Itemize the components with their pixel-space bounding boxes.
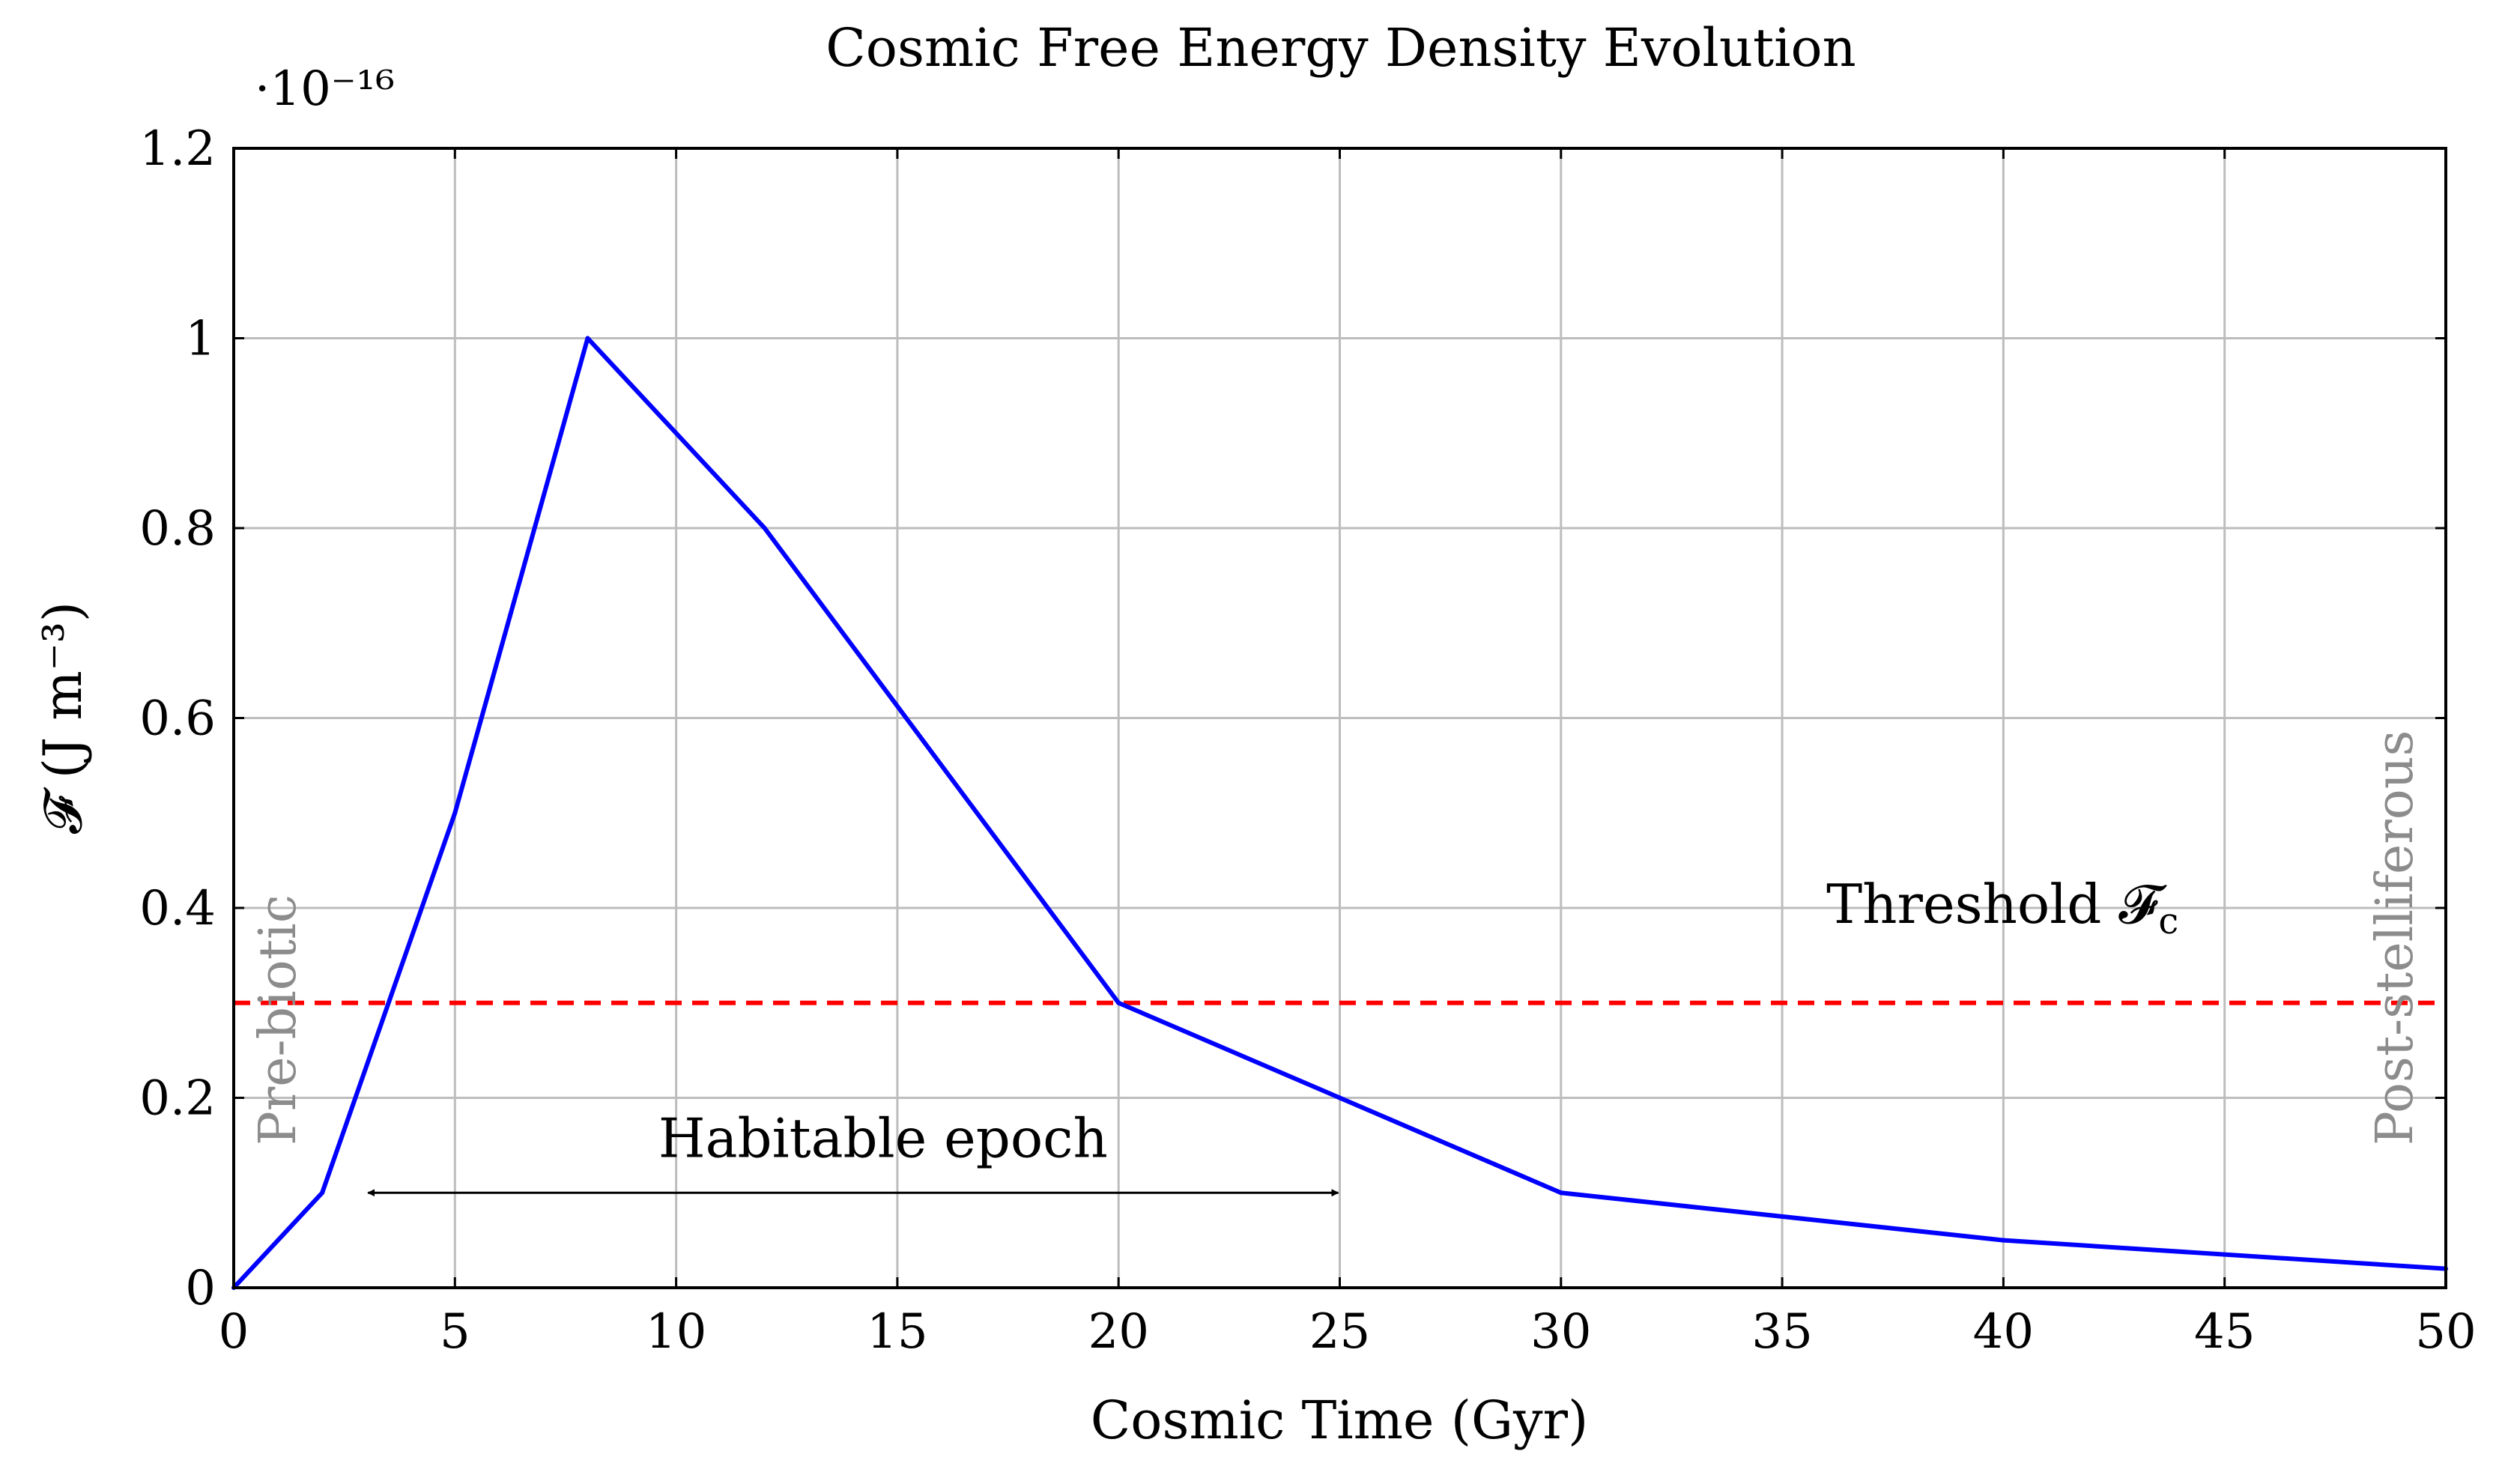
- x-tick-label: 15: [867, 1304, 927, 1360]
- data-point: [452, 811, 458, 816]
- x-ticks: 0 5 10 15 20 25 30 35 40 45 50: [219, 148, 2477, 1360]
- y-tick-label: 0.6: [139, 691, 216, 747]
- y-ticks: 0 0.2 0.4 0.6 0.8 1 1.2: [139, 121, 2446, 1316]
- y-tick-label: 1.2: [139, 121, 216, 177]
- chart-title: Cosmic Free Energy Density Evolution: [826, 17, 1856, 79]
- threshold-label-subscript: c: [2158, 900, 2178, 942]
- x-axis-label: Cosmic Time (Gyr): [1091, 1390, 1589, 1451]
- threshold-label-main: Threshold 𝓕: [1826, 873, 2167, 936]
- y-axis-label: 𝓕 (J m⁻³): [32, 602, 94, 834]
- data-point: [1116, 1000, 1121, 1005]
- data-point: [762, 526, 767, 530]
- data-point: [585, 336, 590, 341]
- y-tick-label: 0.2: [139, 1071, 216, 1127]
- x-tick-label: 5: [440, 1304, 470, 1360]
- x-tick-label: 0: [219, 1304, 249, 1360]
- y-tick-label: 0: [185, 1261, 216, 1316]
- grid: [232, 147, 2447, 1289]
- habitable-epoch-label: Habitable epoch: [658, 1106, 1108, 1169]
- x-tick-label: 25: [1309, 1304, 1370, 1360]
- region-label-post-stelliferous: Post-stelliferous: [2366, 730, 2425, 1145]
- data-point: [1558, 1190, 1563, 1196]
- data-point: [2001, 1238, 2006, 1243]
- series-line: [231, 336, 2447, 1290]
- y-tick-label: 0.4: [139, 881, 216, 936]
- region-label-pre-biotic: Pre-biotic: [249, 894, 308, 1145]
- data-point: [1337, 1095, 1342, 1100]
- annotations: Habitable epoch Threshold 𝓕c Pre-biotic Pos…: [249, 730, 2425, 1197]
- x-tick-label: 45: [2194, 1304, 2255, 1360]
- y-tick-label: 0.8: [139, 501, 216, 557]
- data-point: [320, 1190, 325, 1196]
- y-tick-label: 1: [185, 312, 216, 367]
- x-tick-label: 30: [1530, 1304, 1591, 1360]
- x-tick-label: 50: [2415, 1304, 2476, 1360]
- x-tick-label: 20: [1088, 1304, 1148, 1360]
- x-tick-label: 10: [646, 1304, 706, 1360]
- series: [231, 336, 2448, 1290]
- x-tick-label: 35: [1751, 1304, 1812, 1360]
- y-scale-label: ·10⁻¹⁶: [255, 61, 395, 117]
- x-tick-label: 40: [1973, 1304, 2034, 1360]
- threshold-label: Threshold 𝓕c: [1826, 873, 2178, 942]
